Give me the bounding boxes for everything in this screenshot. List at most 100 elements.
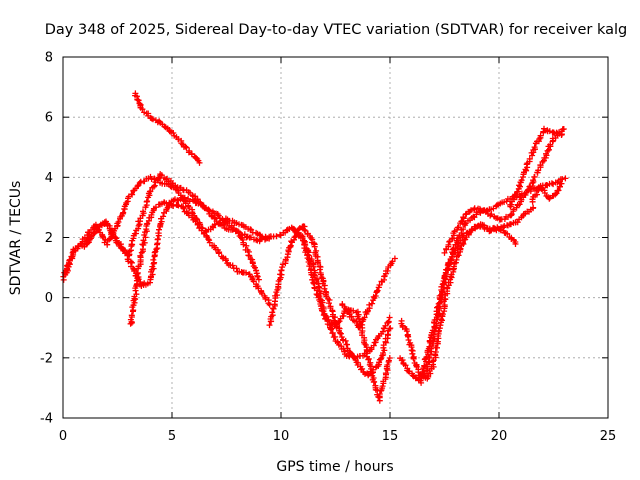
data-point [356, 357, 358, 359]
data-point [446, 291, 448, 293]
data-point [515, 221, 518, 224]
data-point [84, 245, 86, 248]
x-tick-label: 20 [491, 429, 508, 444]
series-sat-n [507, 125, 565, 210]
data-point [498, 218, 500, 221]
data-point [476, 206, 478, 209]
data-point [515, 242, 518, 245]
series-markers [419, 175, 569, 375]
series-sat-a [60, 173, 273, 283]
data-point [171, 203, 173, 206]
data-point [422, 372, 424, 374]
data-point [443, 251, 446, 254]
data-point [563, 128, 566, 130]
x-tick-label: 0 [59, 429, 67, 444]
data-point [463, 233, 465, 236]
data-point [171, 131, 173, 133]
y-tick-label: 4 [45, 171, 53, 186]
data-point [236, 269, 238, 272]
data-point [182, 188, 184, 190]
data-point [324, 315, 326, 317]
data-point [419, 381, 422, 383]
x-tick-label: 10 [273, 429, 290, 444]
data-point [116, 224, 119, 227]
data-point [225, 227, 228, 230]
data-point [324, 288, 326, 290]
data-point [291, 227, 293, 230]
data-point [247, 236, 249, 239]
series-sat-o [529, 180, 565, 205]
series-markers [127, 199, 203, 327]
data-point [552, 131, 555, 133]
data-point [367, 351, 369, 353]
data-point [193, 212, 195, 215]
data-point [544, 128, 546, 130]
data-point [535, 143, 537, 145]
data-point [313, 242, 315, 245]
data-point [463, 239, 465, 242]
data-point [443, 276, 446, 278]
plot-frame [62, 56, 609, 419]
data-point [518, 188, 520, 190]
series-sat-c [81, 194, 262, 289]
data-point [134, 297, 136, 299]
y-tick-label: -2 [40, 351, 53, 366]
data-point [552, 137, 555, 139]
series-sat-f [202, 215, 393, 404]
data-point [498, 227, 500, 230]
data-point [258, 288, 260, 290]
data-point [487, 209, 489, 212]
series-sat-h [288, 224, 393, 362]
data-point [509, 206, 511, 209]
data-point [140, 285, 143, 287]
chart-title: Day 348 of 2025, Sidereal Day-to-day VTE… [45, 22, 628, 38]
data-point [258, 233, 260, 236]
data-point [378, 399, 380, 401]
data-series [60, 90, 569, 404]
data-point [400, 357, 402, 359]
data-point [280, 273, 282, 275]
data-point [426, 378, 428, 380]
y-tick-label: 6 [45, 111, 53, 126]
data-point [140, 251, 143, 254]
data-point [334, 327, 337, 329]
data-point [465, 221, 467, 224]
data-point [123, 248, 125, 251]
data-point [356, 363, 358, 365]
data-point [149, 191, 151, 193]
data-point [236, 230, 238, 233]
y-tick-label: 0 [45, 291, 53, 306]
data-point [84, 236, 86, 239]
axis-ticks: 0 5 10 15 20 25 -4 -2 0 2 4 6 8 [40, 51, 616, 445]
data-point [376, 291, 378, 293]
data-point [433, 363, 435, 365]
data-point [291, 239, 293, 242]
data-point [378, 336, 380, 338]
data-point [140, 107, 143, 109]
data-point [393, 257, 395, 260]
data-point [520, 200, 522, 202]
data-point [247, 251, 249, 254]
y-tick-label: 2 [45, 231, 53, 246]
data-point [334, 321, 337, 323]
data-point [472, 227, 474, 230]
data-point [358, 327, 361, 329]
data-point [106, 242, 108, 245]
data-point [520, 194, 522, 196]
data-point [182, 143, 184, 145]
data-point [509, 215, 511, 218]
data-point [149, 282, 151, 284]
data-point [215, 212, 217, 215]
data-point [171, 182, 173, 184]
data-point [193, 155, 195, 157]
data-point [258, 239, 260, 242]
data-point [489, 230, 491, 233]
data-point [182, 197, 184, 199]
data-point [413, 357, 415, 359]
data-point [389, 318, 391, 320]
data-point [313, 266, 315, 269]
data-point [406, 369, 409, 371]
data-point [138, 221, 140, 224]
data-point [480, 224, 483, 227]
x-axis-label: GPS time / hours [276, 459, 393, 475]
